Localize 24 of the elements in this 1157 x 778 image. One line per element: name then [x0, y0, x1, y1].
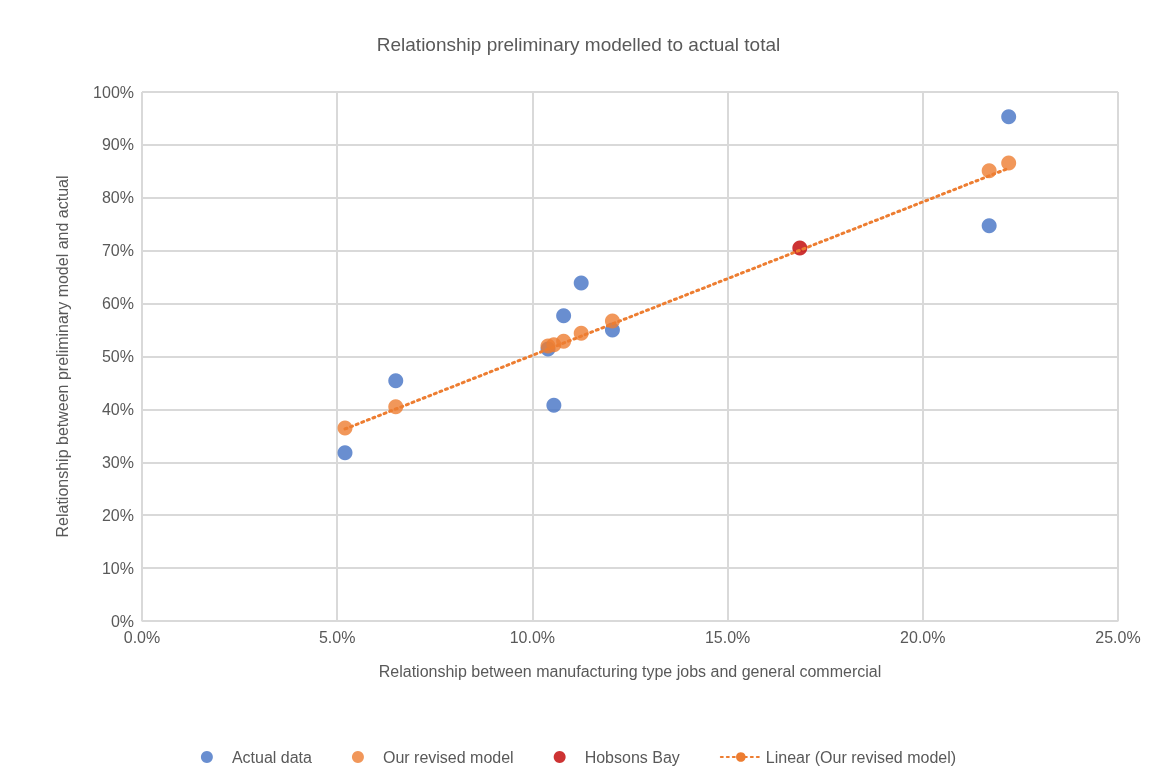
x-tick-label: 0.0% — [123, 628, 161, 646]
x-tick-label: 25.0% — [1095, 628, 1141, 646]
x-tick-label: 15.0% — [704, 628, 751, 646]
x-tick-label: 10.0% — [509, 628, 556, 646]
legend-label: Hobsons Bay — [584, 748, 680, 766]
y-tick-label: 30% — [101, 453, 134, 471]
y-tick-label: 50% — [101, 348, 134, 365]
x-tick-label: 5.0% — [318, 628, 356, 646]
y-tick-label: 90% — [101, 136, 134, 154]
y-tick-label: 70% — [101, 242, 134, 260]
y-tick-label: 100% — [93, 83, 134, 101]
x-axis-title: Relationship between manufacturing type jobs and general commercial — [378, 662, 882, 680]
x-tick-label: 20.0% — [900, 628, 946, 646]
legend-label: Our revised model — [382, 748, 514, 766]
legend-label: Actual data — [231, 748, 313, 766]
y-axis-title: Relationship between preliminary model and actual — [53, 175, 71, 538]
y-tick-label: 80% — [101, 189, 134, 207]
y-tick-label: 0% — [110, 612, 134, 630]
y-tick-label: 20% — [101, 506, 134, 524]
legend-label: Linear (Our revised model) — [765, 748, 957, 766]
chart-title: Relationship preliminary modelled to actual total — [376, 34, 781, 55]
y-tick-label: 40% — [101, 400, 134, 418]
y-tick-label: 60% — [101, 295, 134, 313]
y-tick-label: 10% — [101, 559, 134, 577]
